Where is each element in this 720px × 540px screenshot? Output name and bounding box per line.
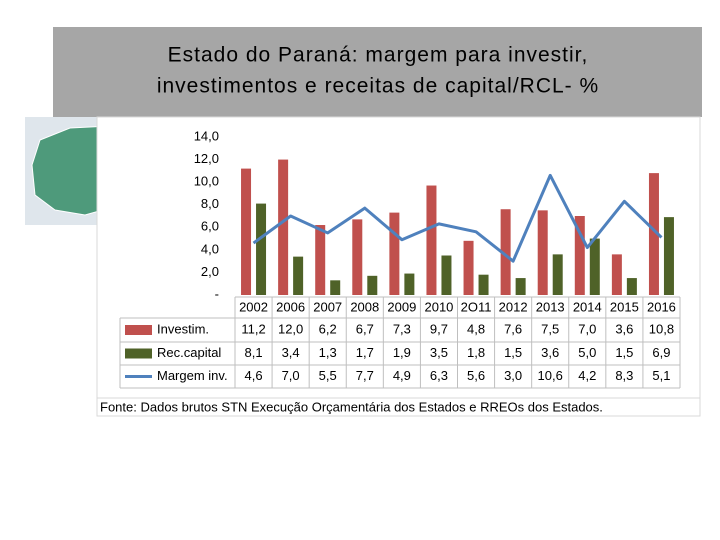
table-cell: 6,7 (356, 321, 374, 336)
table-cell: 8,1 (245, 345, 263, 360)
bar (478, 274, 489, 295)
bar (330, 280, 341, 295)
bar (515, 278, 526, 295)
bar (315, 225, 326, 295)
x-tick-label: 2008 (350, 299, 379, 314)
x-tick-label: 2016 (647, 299, 676, 314)
table-cell: 6,2 (319, 321, 337, 336)
x-tick-label: 2015 (610, 299, 639, 314)
bar (367, 275, 378, 295)
table-cell: 6,3 (430, 368, 448, 383)
table-cell: 3,0 (504, 368, 522, 383)
table-cell: 5,5 (319, 368, 337, 383)
table-cell: 5,0 (578, 345, 596, 360)
x-tick-label: 2O11 (461, 299, 492, 314)
y-tick-label: 2,0 (201, 264, 219, 279)
y-tick-label: 6,0 (201, 219, 219, 234)
x-tick-label: 2014 (573, 299, 602, 314)
x-tick-label: 2013 (536, 299, 565, 314)
bar (574, 216, 585, 295)
bar (352, 219, 363, 295)
table-cell: 5,1 (652, 368, 670, 383)
bar (404, 273, 415, 295)
x-tick-label: 2010 (424, 299, 453, 314)
y-tick-label: 14,0 (194, 128, 219, 143)
table-cell: 1,3 (319, 345, 337, 360)
bar (256, 203, 267, 295)
legend-swatch (125, 348, 152, 359)
table-cell: 4,8 (467, 321, 485, 336)
title-line: Estado do Paraná: margem para investir, (168, 44, 589, 67)
table-cell: 1,5 (504, 345, 522, 360)
table-cell: 11,2 (241, 321, 265, 336)
table-cell: 3,4 (282, 345, 300, 360)
table-cell: 10,6 (538, 368, 563, 383)
legend-swatch (125, 325, 152, 335)
table-cell: 4,9 (393, 368, 411, 383)
table-cell: 1,8 (467, 345, 485, 360)
table-cell: 7,0 (282, 368, 300, 383)
y-tick-label: 12,0 (194, 151, 219, 166)
title-line: investimentos e receitas de capital/RCL-… (157, 75, 599, 98)
table-cell: 7,7 (356, 368, 374, 383)
table-cell: 3,6 (541, 345, 559, 360)
table-cell: 3,6 (615, 321, 633, 336)
table-cell: 4,6 (245, 368, 263, 383)
bar (293, 256, 304, 295)
bar (500, 209, 511, 295)
table-cell: 7,3 (393, 321, 411, 336)
legend-label: Margem inv. (157, 368, 228, 383)
bar (537, 210, 548, 295)
bar (463, 240, 474, 295)
x-tick-label: 2009 (387, 299, 416, 314)
title-box (53, 27, 702, 117)
x-tick-label: 2002 (239, 299, 268, 314)
bar (426, 185, 437, 295)
bar (389, 212, 400, 295)
table-cell: 8,3 (615, 368, 633, 383)
table-cell: 7,6 (504, 321, 522, 336)
y-tick-label: 10,0 (194, 174, 219, 189)
y-tick-label: - (215, 286, 219, 301)
x-tick-label: 2007 (313, 299, 342, 314)
table-cell: 6,9 (652, 345, 670, 360)
y-tick-label: 8,0 (201, 196, 219, 211)
table-cell: 1,5 (615, 345, 633, 360)
y-tick-label: 4,0 (201, 241, 219, 256)
table-cell: 10,8 (649, 321, 674, 336)
bar (626, 278, 637, 295)
bar (241, 168, 252, 295)
table-cell: 12,0 (278, 321, 303, 336)
table-cell: 5,6 (467, 368, 485, 383)
bar (441, 255, 452, 295)
bar (278, 159, 289, 295)
legend-label: Rec.capital (157, 345, 221, 360)
bar (611, 254, 622, 295)
bar (552, 254, 563, 295)
table-cell: 3,5 (430, 345, 448, 360)
table-cell: 1,9 (393, 345, 411, 360)
table-cell: 7,5 (541, 321, 559, 336)
table-cell: 4,2 (578, 368, 596, 383)
bar (589, 238, 600, 295)
table-cell: 1,7 (356, 345, 374, 360)
legend-label: Investim. (157, 321, 209, 336)
line (252, 173, 663, 263)
x-tick-label: 2006 (276, 299, 305, 314)
table-cell: 7,0 (578, 321, 596, 336)
bar (648, 173, 659, 295)
bar (663, 217, 674, 295)
table-cell: 9,7 (430, 321, 448, 336)
source: Fonte: Dados brutos STN Execução Orçamen… (100, 399, 603, 414)
source-box (96, 397, 701, 417)
x-tick-label: 2012 (499, 299, 528, 314)
